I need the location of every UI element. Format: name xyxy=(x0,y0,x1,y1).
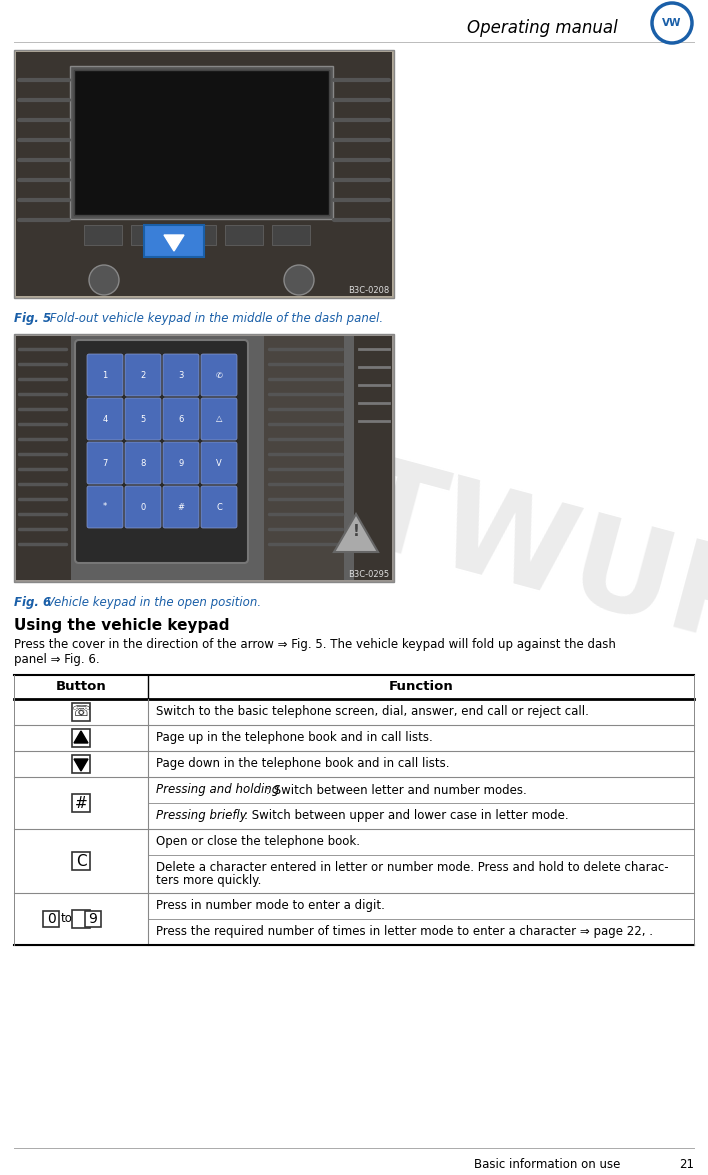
Bar xyxy=(70,66,333,219)
Bar xyxy=(16,336,392,580)
Text: 4: 4 xyxy=(103,415,108,423)
Text: Pressing briefly: Pressing briefly xyxy=(156,810,247,822)
FancyBboxPatch shape xyxy=(125,486,161,528)
Bar xyxy=(72,794,90,812)
Bar xyxy=(72,703,90,721)
Polygon shape xyxy=(74,759,88,771)
Text: Using the vehicle keypad: Using the vehicle keypad xyxy=(14,618,229,633)
Text: #: # xyxy=(74,795,87,811)
FancyBboxPatch shape xyxy=(87,486,123,528)
Text: 0: 0 xyxy=(47,912,55,926)
Text: C: C xyxy=(76,853,86,868)
FancyBboxPatch shape xyxy=(163,486,199,528)
Text: *: * xyxy=(103,503,107,511)
Text: to: to xyxy=(61,913,73,926)
Bar xyxy=(16,52,392,296)
FancyBboxPatch shape xyxy=(201,354,237,396)
Text: Basic information on use: Basic information on use xyxy=(474,1157,620,1170)
Text: Press the cover in the direction of the arrow ⇒ Fig. 5. The vehicle keypad will : Press the cover in the direction of the … xyxy=(14,638,616,651)
Bar xyxy=(84,224,122,246)
Text: C: C xyxy=(216,503,222,511)
Text: Page down in the telephone book and in call lists.: Page down in the telephone book and in c… xyxy=(156,758,450,771)
Text: Press in number mode to enter a digit.: Press in number mode to enter a digit. xyxy=(156,900,385,913)
Text: Button: Button xyxy=(56,680,106,693)
FancyBboxPatch shape xyxy=(201,398,237,439)
Text: ☏: ☏ xyxy=(72,705,91,719)
Text: Function: Function xyxy=(389,680,453,693)
Text: Pressing and holding: Pressing and holding xyxy=(156,784,279,797)
FancyBboxPatch shape xyxy=(163,442,199,484)
FancyBboxPatch shape xyxy=(125,354,161,396)
FancyBboxPatch shape xyxy=(87,354,123,396)
Bar xyxy=(43,911,59,927)
Text: Vehicle keypad in the open position.: Vehicle keypad in the open position. xyxy=(43,596,261,609)
FancyBboxPatch shape xyxy=(75,340,248,563)
Text: Operating manual: Operating manual xyxy=(467,19,618,36)
Text: ✆: ✆ xyxy=(215,370,222,380)
Text: △: △ xyxy=(216,415,222,423)
Bar xyxy=(74,70,329,215)
Bar xyxy=(72,728,90,747)
Text: 0: 0 xyxy=(140,503,146,511)
Text: ters more quickly.: ters more quickly. xyxy=(156,874,261,887)
Bar xyxy=(72,909,90,928)
Text: 9: 9 xyxy=(88,912,98,926)
Polygon shape xyxy=(74,731,88,743)
Text: Fig. 5: Fig. 5 xyxy=(14,313,51,325)
FancyBboxPatch shape xyxy=(201,486,237,528)
FancyBboxPatch shape xyxy=(163,398,199,439)
Text: Fig. 6: Fig. 6 xyxy=(14,596,51,609)
Text: 1: 1 xyxy=(103,370,108,380)
Text: 6: 6 xyxy=(178,415,183,423)
Circle shape xyxy=(652,4,692,43)
Text: #: # xyxy=(178,503,185,511)
Bar xyxy=(354,336,392,580)
Text: 7: 7 xyxy=(103,458,108,468)
Text: Fold-out vehicle keypad in the middle of the dash panel.: Fold-out vehicle keypad in the middle of… xyxy=(46,313,383,325)
Text: !: ! xyxy=(353,524,360,539)
Bar xyxy=(272,224,310,246)
Text: 5: 5 xyxy=(140,415,146,423)
Bar xyxy=(72,852,90,870)
Bar xyxy=(264,336,344,580)
Polygon shape xyxy=(334,513,378,552)
FancyBboxPatch shape xyxy=(125,442,161,484)
Text: 2: 2 xyxy=(140,370,146,380)
Bar xyxy=(225,224,263,246)
Text: V: V xyxy=(216,458,222,468)
Text: B3C-0208: B3C-0208 xyxy=(348,286,389,295)
Bar xyxy=(85,911,101,927)
Text: 3: 3 xyxy=(178,370,183,380)
FancyBboxPatch shape xyxy=(87,442,123,484)
FancyBboxPatch shape xyxy=(125,398,161,439)
Bar xyxy=(14,51,394,298)
Bar xyxy=(72,756,90,773)
Text: panel ⇒ Fig. 6.: panel ⇒ Fig. 6. xyxy=(14,653,100,666)
FancyBboxPatch shape xyxy=(163,354,199,396)
Circle shape xyxy=(284,266,314,295)
FancyBboxPatch shape xyxy=(87,398,123,439)
Polygon shape xyxy=(164,235,184,251)
Text: Delete a character entered in letter or number mode. Press and hold to delete ch: Delete a character entered in letter or … xyxy=(156,861,668,874)
Text: ENTWURF: ENTWURF xyxy=(158,402,708,699)
Text: : Switch between upper and lower case in letter mode.: : Switch between upper and lower case in… xyxy=(244,810,569,822)
Bar xyxy=(178,224,216,246)
Circle shape xyxy=(89,266,119,295)
Text: VW: VW xyxy=(662,18,682,28)
Text: 9: 9 xyxy=(178,458,183,468)
Text: : Switch between letter and number modes.: : Switch between letter and number modes… xyxy=(266,784,527,797)
Text: Page up in the telephone book and in call lists.: Page up in the telephone book and in cal… xyxy=(156,732,433,745)
Text: Switch to the basic telephone screen, dial, answer, end call or reject call.: Switch to the basic telephone screen, di… xyxy=(156,705,589,718)
Bar xyxy=(14,334,394,582)
Bar xyxy=(16,336,71,580)
Bar xyxy=(144,224,204,257)
Text: Open or close the telephone book.: Open or close the telephone book. xyxy=(156,835,360,848)
Text: 8: 8 xyxy=(140,458,146,468)
Text: Press the required number of times in letter mode to enter a character ⇒ page 22: Press the required number of times in le… xyxy=(156,926,653,939)
FancyBboxPatch shape xyxy=(201,442,237,484)
Text: B3C-0295: B3C-0295 xyxy=(348,570,389,579)
Bar xyxy=(131,224,169,246)
Text: 21: 21 xyxy=(679,1157,694,1170)
